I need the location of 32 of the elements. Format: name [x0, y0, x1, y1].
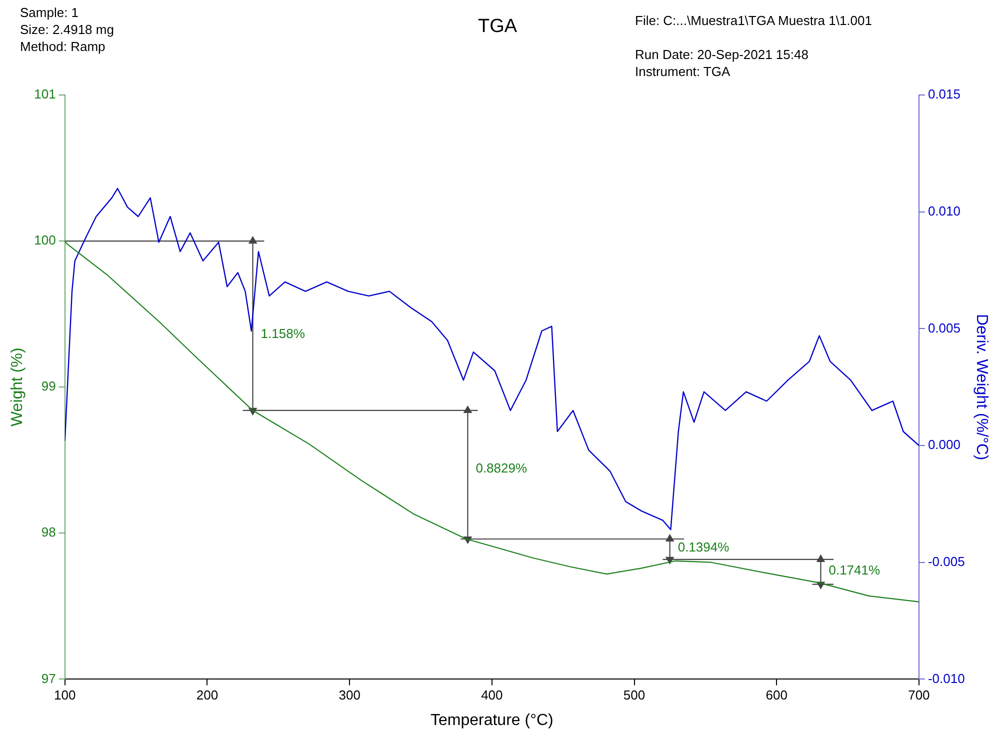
y-tick-label: 100 [34, 232, 56, 248]
x-tick-label: 600 [766, 688, 788, 703]
text: File: C:...\Muestra1\TGA Muestra 1\1.001 [635, 12, 872, 29]
y-tick-label: 98 [41, 524, 56, 540]
x-tick-label: 200 [196, 688, 218, 703]
y2-tick-label: 0.000 [928, 437, 960, 452]
x-tick-label: 700 [908, 688, 930, 703]
y-tick-label: 99 [41, 378, 56, 394]
annotation: 0.8829% [476, 460, 528, 476]
x-tick-label: 300 [338, 688, 360, 703]
y-axis-title: Weight (%) [9, 348, 26, 427]
y-tick-label: 101 [34, 86, 56, 102]
x-tick-label: 400 [481, 688, 503, 703]
x-tick-label: 100 [54, 688, 76, 703]
annotation: 0.1741% [828, 562, 880, 578]
y2-tick-label: 0.010 [928, 203, 960, 218]
y2-tick-label: -0.010 [928, 670, 965, 686]
y2-axis-title: Deriv. Weight (%/°C) [972, 314, 990, 460]
text: Size: 2.4918 mg [20, 21, 114, 38]
annotation: 0.1394% [678, 539, 730, 554]
text: Sample: 1 [20, 4, 80, 21]
y-tick-label: 97 [41, 670, 56, 686]
text: Method: Ramp [20, 38, 106, 55]
annotation: 1.158% [260, 326, 306, 342]
text: Run Date: 20-Sep-2021 15:48 [635, 46, 810, 63]
x-axis-title: Temperature (°C) [430, 712, 554, 729]
y2-tick-label: -0.005 [928, 554, 965, 569]
y2-tick-label: 0.015 [928, 86, 960, 102]
text: Instrument: TGA [635, 63, 732, 80]
x-tick-label: 500 [623, 688, 646, 703]
y2-tick-label: 0.005 [928, 320, 960, 336]
chart-title: TGA [478, 16, 518, 37]
